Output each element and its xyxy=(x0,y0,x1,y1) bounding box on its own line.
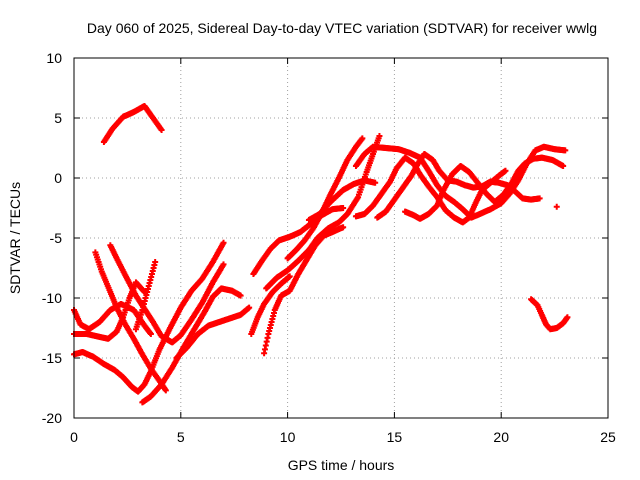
y-axis-label: SDTVAR / TECUs xyxy=(7,182,23,294)
data-point xyxy=(340,205,347,211)
x-tick-label: 25 xyxy=(600,429,616,445)
data-point xyxy=(536,195,543,202)
axis-ticks: 0 5 10 15 20 25 -20 -15 -10 -5 0 5 10 xyxy=(42,50,616,445)
data-point xyxy=(372,179,379,186)
x-tick-label: 5 xyxy=(177,429,185,445)
y-tick-label: -20 xyxy=(42,410,62,426)
x-tick-label: 20 xyxy=(493,429,509,445)
data-point xyxy=(286,273,293,280)
data-point xyxy=(340,224,347,231)
x-axis-label: GPS time / hours xyxy=(288,457,395,473)
data-point xyxy=(152,259,159,265)
data-point xyxy=(237,292,244,299)
data-point xyxy=(147,331,154,337)
y-tick-label: 0 xyxy=(54,170,62,186)
data-point xyxy=(553,203,560,210)
data-point xyxy=(376,133,383,139)
data-points xyxy=(71,103,571,406)
y-tick-label: -15 xyxy=(42,350,62,366)
x-tick-label: 15 xyxy=(387,429,403,445)
x-tick-label: 0 xyxy=(70,429,78,445)
data-point xyxy=(502,167,509,174)
chart-title: Day 060 of 2025, Sidereal Day-to-day VTE… xyxy=(87,20,597,36)
data-point xyxy=(560,163,567,169)
data-point xyxy=(220,261,227,268)
y-tick-label: -5 xyxy=(50,230,63,246)
y-tick-label: -10 xyxy=(42,290,62,306)
data-point xyxy=(162,387,169,394)
data-point xyxy=(564,314,571,321)
x-tick-label: 10 xyxy=(280,429,296,445)
data-point xyxy=(158,127,165,133)
data-point xyxy=(220,239,227,246)
y-tick-label: 10 xyxy=(46,50,62,66)
data-point xyxy=(562,147,569,154)
data-point xyxy=(359,135,366,142)
y-tick-label: 5 xyxy=(54,110,62,126)
data-point xyxy=(246,304,253,311)
